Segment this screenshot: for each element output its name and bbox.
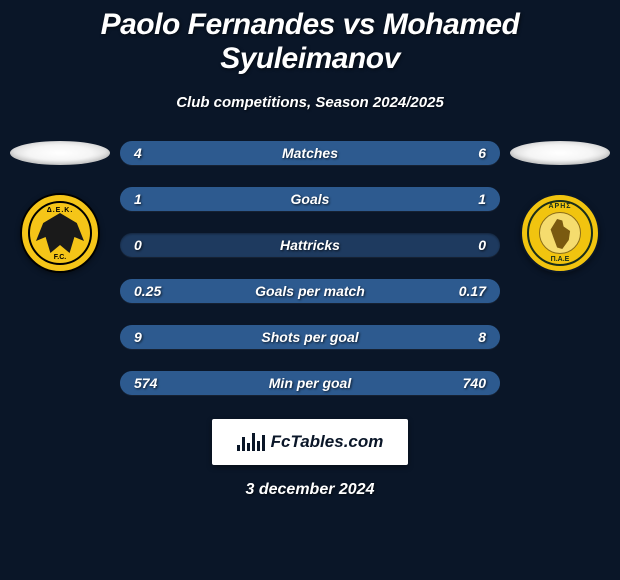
aris-inner-circle [539, 212, 581, 254]
stat-fill-right [310, 187, 500, 211]
right-club-text-top: ΑΡΗΣ [549, 203, 572, 210]
chart-icon [237, 433, 265, 451]
right-player-column: ΑΡΗΣ Π.Α.Ε [510, 141, 610, 273]
stat-label: Min per goal [269, 375, 351, 391]
stat-label: Goals per match [255, 283, 365, 299]
stat-value-left: 9 [134, 329, 142, 345]
stat-value-left: 1 [134, 191, 142, 207]
stat-value-right: 6 [478, 145, 486, 161]
stat-value-left: 4 [134, 145, 142, 161]
stat-row: 0 0 Hattricks [120, 233, 500, 257]
stat-value-left: 0 [134, 237, 142, 253]
subtitle: Club competitions, Season 2024/2025 [10, 94, 610, 111]
brand-bar [262, 435, 265, 451]
stat-row: 574 740 Min per goal [120, 371, 500, 395]
stat-row: 0.25 0.17 Goals per match [120, 279, 500, 303]
brand-text: FcTables.com [271, 432, 384, 452]
left-club-text-top: Δ.E.K. [47, 207, 74, 214]
left-club-badge: Δ.E.K. F.C. [20, 193, 100, 273]
main-area: Δ.E.K. F.C. 46Matches11Goals00Hattricks0… [10, 141, 610, 395]
left-country-flag [10, 141, 110, 165]
stats-column: 4 6 Matches 1 1 Goals 0 0 Hattricks 0.25 0.17 Goals… [118, 141, 502, 395]
right-club-text-bottom: Π.Α.Ε [551, 256, 570, 263]
stat-value-right: 8 [478, 329, 486, 345]
stat-fill-left [120, 141, 272, 165]
stat-value-left: 574 [134, 375, 157, 391]
comparison-card: Paolo Fernandes vs Mohamed Syuleimanov C… [0, 0, 620, 499]
left-player-column: Δ.E.K. F.C. [10, 141, 110, 273]
stat-label: Matches [282, 145, 338, 161]
aris-figure-icon [548, 219, 574, 249]
stat-value-right: 0 [478, 237, 486, 253]
date-line: 3 december 2024 [10, 481, 610, 499]
stat-row: 4 6 Matches [120, 141, 500, 165]
brand-bar [252, 433, 255, 451]
brand-bar [257, 441, 260, 451]
brand-bar [242, 437, 245, 451]
stat-value-right: 1 [478, 191, 486, 207]
stat-fill-left [120, 187, 310, 211]
eagle-icon [36, 213, 84, 253]
stat-label: Hattricks [280, 237, 340, 253]
stat-row: 1 1 Goals [120, 187, 500, 211]
stat-label: Goals [291, 191, 330, 207]
stat-value-right: 740 [463, 375, 486, 391]
brand-box: FcTables.com [212, 419, 408, 465]
right-club-badge: ΑΡΗΣ Π.Α.Ε [520, 193, 600, 273]
stat-value-left: 0.25 [134, 283, 161, 299]
page-title: Paolo Fernandes vs Mohamed Syuleimanov [10, 8, 610, 76]
stat-label: Shots per goal [261, 329, 358, 345]
stat-value-right: 0.17 [459, 283, 486, 299]
right-country-flag [510, 141, 610, 165]
brand-bar [237, 445, 240, 451]
stat-row: 9 8 Shots per goal [120, 325, 500, 349]
left-club-text-bottom: F.C. [54, 254, 66, 261]
brand-bar [247, 443, 250, 451]
